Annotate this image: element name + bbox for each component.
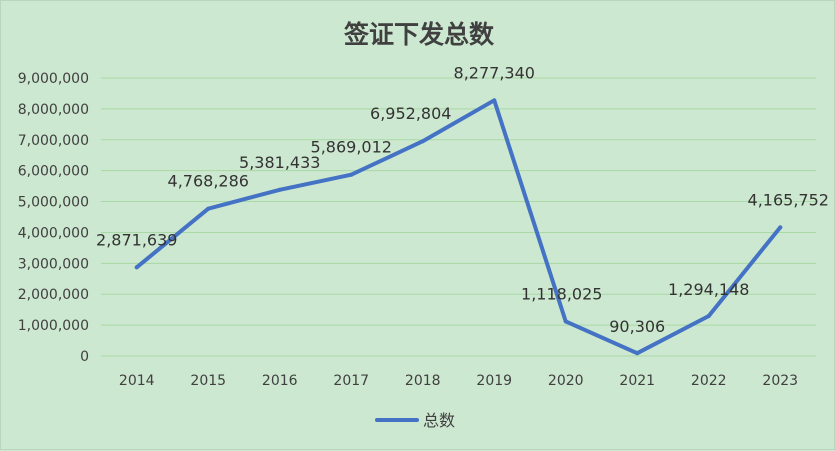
data-label: 4,768,286 [168,172,249,191]
x-tick-label: 2022 [691,373,727,389]
y-tick-label: 1,000,000 [18,318,89,334]
data-point [420,139,425,144]
x-tick-label: 2019 [476,373,512,389]
series-line [134,98,783,356]
y-tick-label: 9,000,000 [18,71,89,87]
data-point [206,206,211,211]
data-point [563,319,568,324]
y-tick-label: 3,000,000 [18,256,89,272]
y-tick-label: 7,000,000 [18,133,89,149]
x-tick-label: 2015 [190,373,226,389]
data-label: 5,381,433 [239,153,320,172]
data-label: 8,277,340 [454,63,535,82]
y-tick-label: 8,000,000 [18,102,89,118]
y-tick-label: 4,000,000 [18,225,89,241]
series-lines [134,98,783,356]
data-label: 1,118,025 [521,284,602,303]
data-label: 1,294,148 [668,280,749,299]
data-point [706,314,711,319]
data-point [134,265,139,270]
data-point [778,225,783,230]
x-tick-label: 2023 [762,373,798,389]
y-tick-label: 6,000,000 [18,164,89,180]
x-tick-label: 2021 [619,373,655,389]
y-tick-label: 0 [80,349,89,365]
data-label: 5,869,012 [311,138,392,157]
data-point [349,172,354,177]
legend-label: 总数 [423,411,455,430]
x-axis-ticks: 2014 2015 2016 2017 2018 2019 2020 2021 2022 2023 [119,373,798,389]
data-label: 6,952,804 [370,104,451,123]
data-label: 2,871,639 [96,230,177,249]
data-point [277,187,282,192]
chart-title: 签证下发总数 [343,20,495,49]
legend: 总数 [375,411,455,430]
x-tick-label: 2017 [333,373,369,389]
x-tick-label: 2020 [548,373,584,389]
y-tick-label: 5,000,000 [18,195,89,211]
x-tick-label: 2018 [405,373,441,389]
data-label: 90,306 [609,317,665,336]
data-label: 4,165,752 [748,190,829,209]
x-tick-label: 2016 [262,373,298,389]
y-axis-ticks: 0 1,000,000 2,000,000 3,000,000 4,000,000 5,0… [18,71,89,365]
data-point [635,351,640,356]
data-point [492,98,497,103]
gridlines [101,77,816,357]
x-tick-label: 2014 [119,373,155,389]
y-tick-label: 2,000,000 [18,287,89,303]
